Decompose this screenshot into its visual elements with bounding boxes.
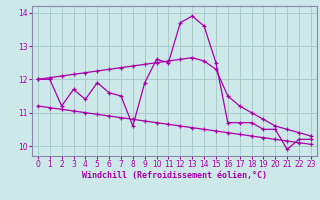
X-axis label: Windchill (Refroidissement éolien,°C): Windchill (Refroidissement éolien,°C) <box>82 171 267 180</box>
